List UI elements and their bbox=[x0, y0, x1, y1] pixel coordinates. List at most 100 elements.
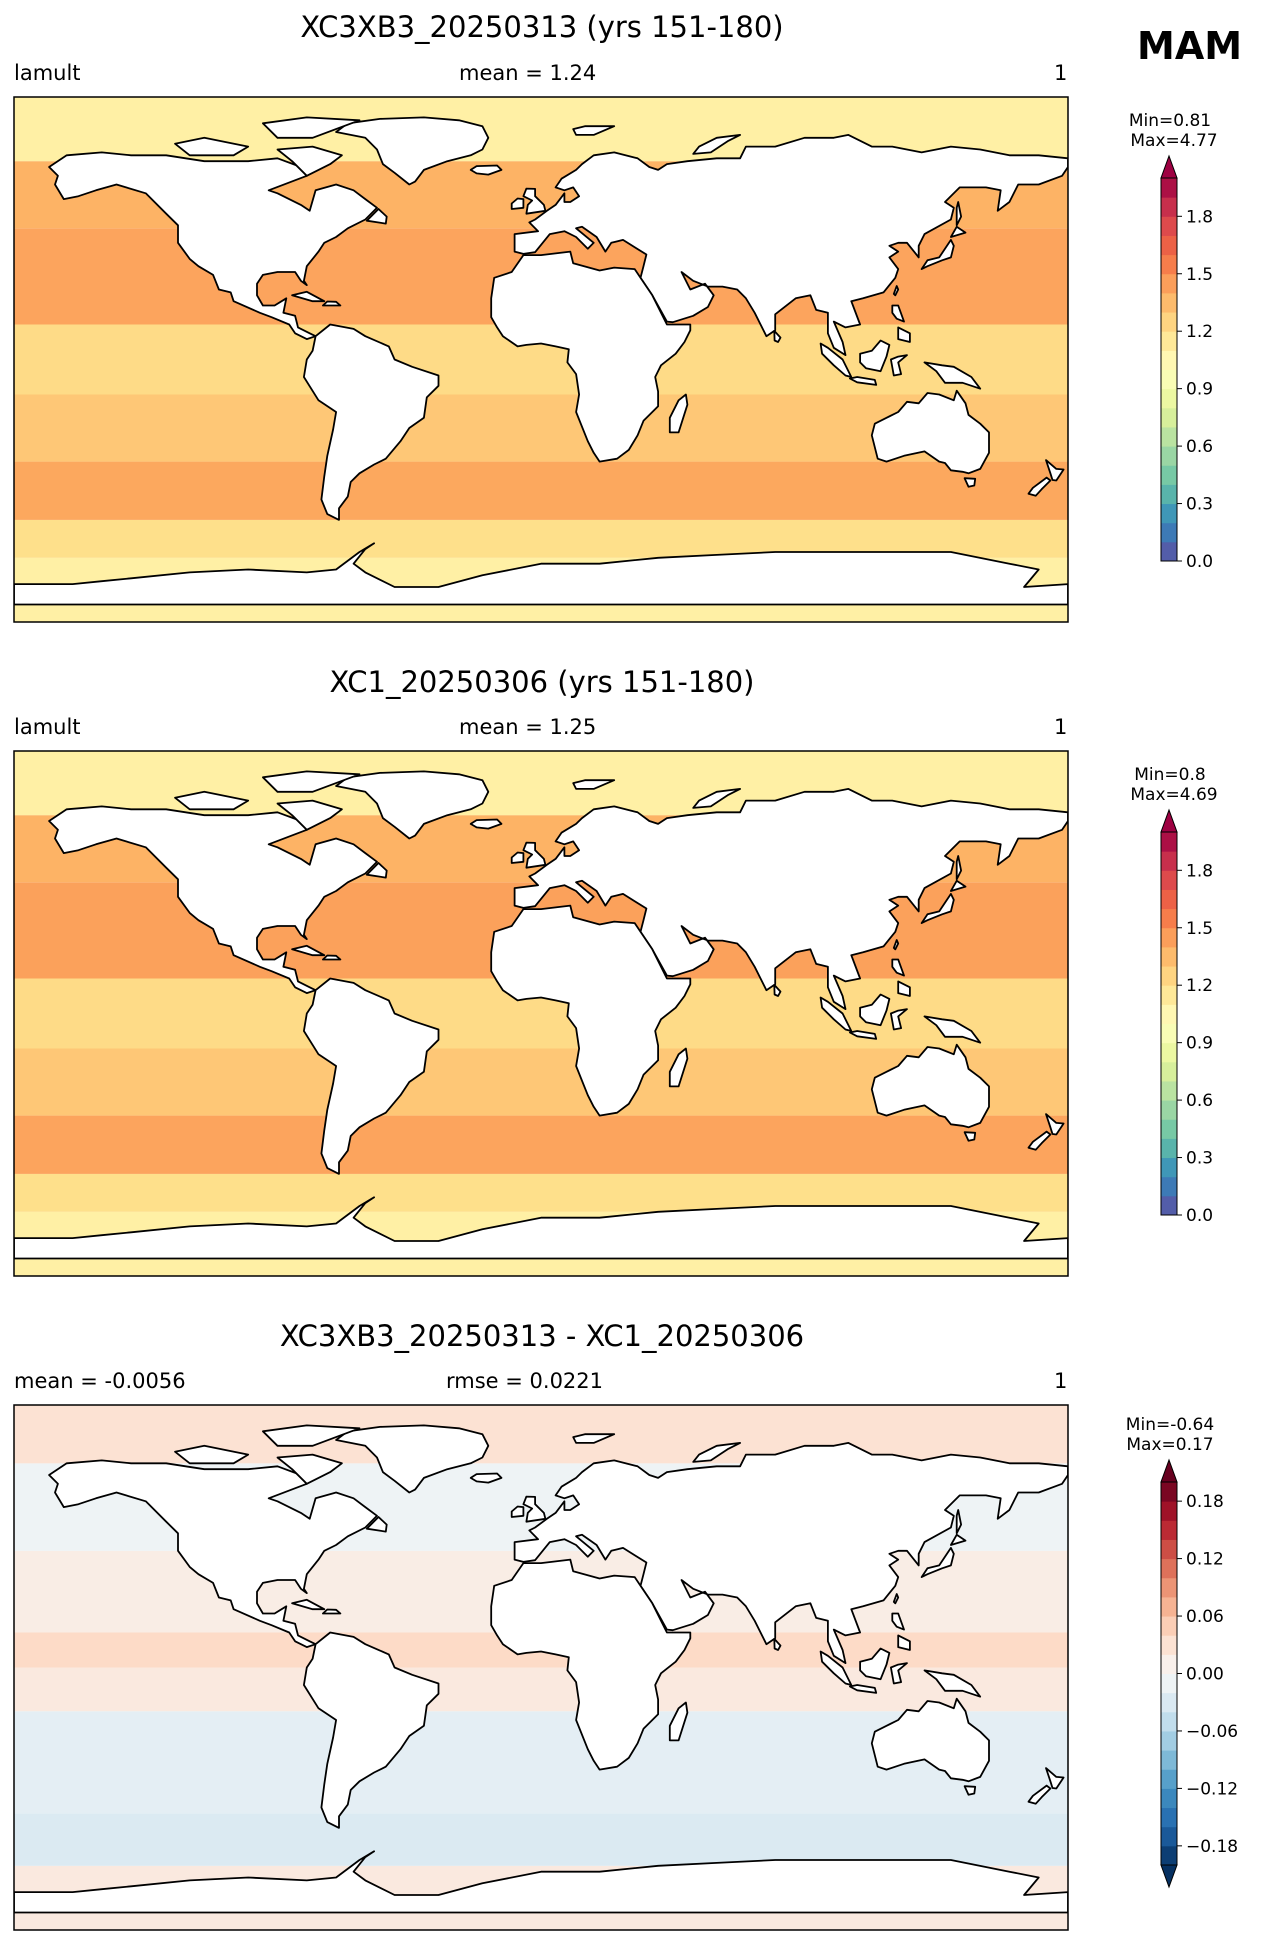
panel-1-landmass-29 bbox=[849, 376, 878, 386]
panel-3-landmass-7 bbox=[14, 1850, 1068, 1914]
panel-1-landmass-25 bbox=[773, 329, 782, 343]
panel-2-landmass-10 bbox=[469, 818, 503, 830]
panel-2-colorbar-segment-15 bbox=[1161, 927, 1177, 948]
panel-1-landmass-6 bbox=[870, 389, 990, 475]
panel-2-map-frame bbox=[13, 750, 1069, 1277]
panel-1-colorbar-segment-6 bbox=[1161, 446, 1177, 466]
panel-2-colorbar-segment-14 bbox=[1161, 946, 1177, 967]
panel-3-colorbar-segment-5 bbox=[1161, 1769, 1177, 1789]
panel-3-colorbar-segment-19 bbox=[1161, 1501, 1177, 1521]
panel-1-landmass-9 bbox=[510, 197, 525, 210]
panel-3-map-frame bbox=[13, 1404, 1069, 1931]
panel-1-colorbar-frame bbox=[1160, 177, 1178, 562]
panel-3-landmass-24 bbox=[572, 1433, 616, 1444]
panel-2-colorbar-segment-7 bbox=[1161, 1080, 1177, 1101]
panel-3-colorbar-segment-9 bbox=[1161, 1692, 1177, 1713]
season-label: MAM bbox=[1137, 24, 1243, 68]
panel-1-colorbar-tick-label-7: 1.8 bbox=[1186, 207, 1213, 227]
panel-1-landmass-23 bbox=[692, 133, 741, 155]
panel-3-landmass-6 bbox=[870, 1697, 990, 1783]
panel-1-landmass-10 bbox=[469, 164, 503, 176]
panel-3-rmse-label: rmse = 0.0221 bbox=[446, 1369, 604, 1393]
panel-1-landmass-2 bbox=[302, 323, 440, 521]
panel-1-colorbar-tick-label-5: 1.2 bbox=[1186, 322, 1213, 342]
panel-1-landmass-20 bbox=[276, 145, 343, 177]
panel-1-landmass-31 bbox=[955, 201, 962, 227]
panel-1-landmass-12 bbox=[920, 238, 955, 271]
panel-3-colorbar-segment-13 bbox=[1161, 1616, 1177, 1636]
panel-3-colorbar-segment-11 bbox=[1161, 1654, 1177, 1674]
panel-2-colorbar-segment-2 bbox=[1161, 1176, 1177, 1197]
panel-2-landmass-23 bbox=[692, 788, 741, 809]
panel-3-colorbar-segment-14 bbox=[1161, 1596, 1177, 1617]
panel-2-colorbar-tick-label-6: 1.5 bbox=[1186, 919, 1213, 939]
panel-3-landmass-32 bbox=[963, 1785, 977, 1796]
panel-2-colorbar-segment-11 bbox=[1161, 1004, 1177, 1024]
panel-2-colorbar-segment-3 bbox=[1161, 1157, 1177, 1178]
panel-2-units-label: 1 bbox=[1054, 715, 1068, 739]
panel-3-colorbar-segment-6 bbox=[1161, 1750, 1177, 1770]
panel-2-colorbar-frame bbox=[1160, 831, 1178, 1216]
panel-2-landmass-6 bbox=[870, 1043, 990, 1129]
panel-3-landmass-30 bbox=[890, 1662, 908, 1685]
panel-3-units-label: 1 bbox=[1054, 1369, 1068, 1393]
panel-1-colorbar-segment-17 bbox=[1161, 235, 1177, 256]
panel-1-colorbar-tick-label-3: 0.6 bbox=[1186, 437, 1213, 457]
panel-1-landmass-1 bbox=[48, 151, 378, 341]
panel-1-colorbar-tick-label-1: 0.0 bbox=[1186, 552, 1213, 572]
panel-3-landmass-28 bbox=[892, 1593, 900, 1605]
panel-2-landmass-28 bbox=[892, 939, 900, 951]
panel-1-colorbar-segment-7 bbox=[1161, 426, 1177, 447]
panel-1-landmass-32 bbox=[963, 477, 977, 488]
panel-3-landmass-10 bbox=[469, 1472, 503, 1484]
panel-1-landmass-13 bbox=[950, 225, 967, 238]
panel-3-colorbar-segment-4 bbox=[1161, 1788, 1177, 1809]
panel-3-landmass-8 bbox=[522, 1495, 547, 1523]
panel-1-landmass-34 bbox=[365, 208, 388, 225]
panel-2-colorbar-tick-label-2: 0.3 bbox=[1186, 1149, 1213, 1169]
panel-1-field-band-3 bbox=[14, 461, 1068, 520]
panel-3-colorbar-segment-18 bbox=[1161, 1520, 1177, 1540]
panel-1-landmass-17 bbox=[1045, 459, 1065, 482]
panel-3-colorbar-segment-15 bbox=[1161, 1577, 1177, 1598]
panel-2-landmass-13 bbox=[950, 879, 967, 892]
panel-2-colorbar-segment-1 bbox=[1161, 1195, 1177, 1216]
panel-1-landmass-28 bbox=[892, 285, 900, 297]
panel-3-landmass-31 bbox=[955, 1509, 962, 1535]
panel-2-landmass-31 bbox=[955, 855, 962, 881]
panel-2-min-stat: Min=0.8 bbox=[1134, 765, 1206, 785]
panel-3-landmass-27 bbox=[897, 1634, 911, 1651]
panel-2-mean-label: mean = 1.25 bbox=[459, 715, 597, 739]
panel-1-colorbar-segment-16 bbox=[1161, 254, 1177, 275]
panel-3-colorbar-tick-label-3: −0.06 bbox=[1186, 1722, 1238, 1742]
panel-1-landmass-5 bbox=[490, 250, 692, 463]
panel-3-landmass-23 bbox=[692, 1442, 741, 1463]
panel-2-colorbar-max-extension bbox=[1160, 808, 1178, 833]
panel-3-landmass-16 bbox=[923, 1669, 982, 1698]
panel-1-left-label: lamult bbox=[14, 61, 81, 85]
panel-1-landmass-11 bbox=[668, 393, 689, 434]
panel-3-landmass-17 bbox=[1045, 1767, 1065, 1790]
panel-1-landmass-27 bbox=[897, 326, 911, 343]
panel-2-landmass-8 bbox=[522, 841, 547, 869]
panel-2-colorbar-segment-18 bbox=[1161, 870, 1177, 890]
panel-1-colorbar-segment-10 bbox=[1161, 369, 1177, 390]
panel-3-colorbar-tick-label-2: −0.12 bbox=[1186, 1779, 1238, 1799]
panel-1-colorbar-segment-1 bbox=[1161, 541, 1177, 562]
panel-1-colorbar-segment-19 bbox=[1161, 197, 1177, 217]
panel-2-landmass-2 bbox=[302, 977, 440, 1175]
panel-1-colorbar-segment-12 bbox=[1161, 331, 1177, 351]
panel-1-colorbar-segment-5 bbox=[1161, 465, 1177, 485]
panel-1-colorbar-segment-8 bbox=[1161, 407, 1177, 428]
panel-1-colorbar-tick-label-2: 0.3 bbox=[1186, 495, 1213, 515]
panel-2-colorbar-segment-9 bbox=[1161, 1042, 1177, 1063]
panel-3-landmass-5 bbox=[490, 1558, 692, 1771]
panel-1-landmass-16 bbox=[923, 361, 982, 390]
panel-3-field-band-2 bbox=[14, 1813, 1068, 1866]
panel-2-title: XC1_20250306 (yrs 151-180) bbox=[329, 665, 755, 699]
panel-1-landmass-14 bbox=[859, 339, 891, 373]
panel-3-colorbar-tick-label-6: 0.12 bbox=[1186, 1550, 1224, 1570]
panel-3-landmass-26 bbox=[891, 1612, 905, 1631]
panel-2-landmass-26 bbox=[891, 958, 905, 977]
panel-3-landmass-11 bbox=[668, 1701, 689, 1742]
